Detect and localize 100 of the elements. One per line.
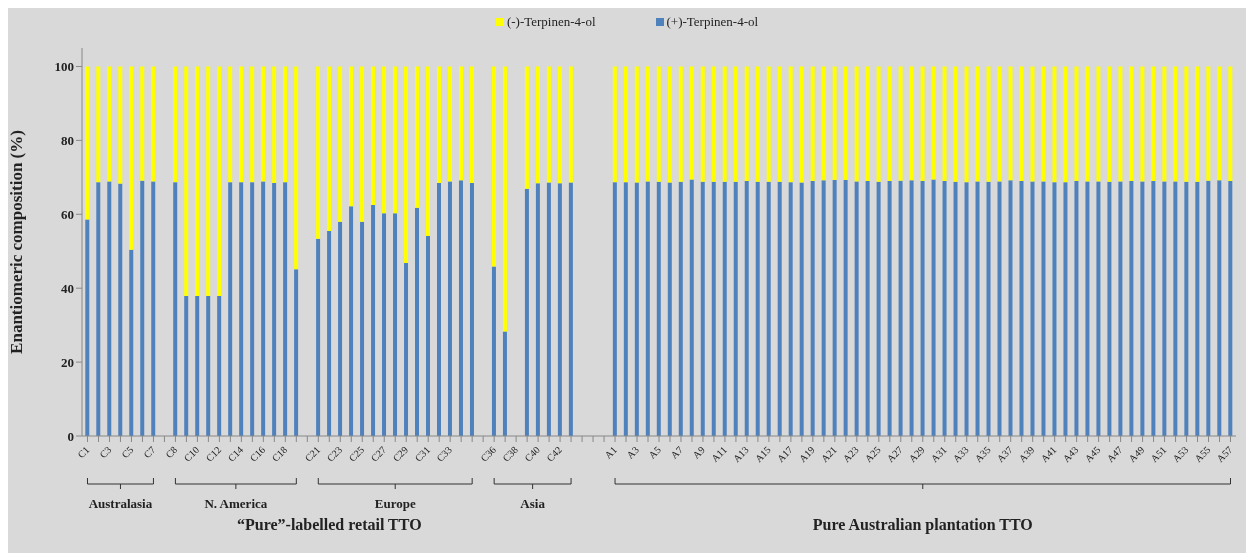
bar [1074, 66, 1079, 182]
bar [217, 295, 222, 436]
text: Asia [520, 496, 546, 511]
bar [843, 179, 848, 436]
bar [173, 66, 178, 183]
bar [382, 213, 387, 436]
x-tick-label: A31 [928, 444, 949, 465]
bar [382, 66, 387, 214]
bar [261, 66, 266, 182]
y-tick-label: 100 [54, 59, 74, 75]
bar [612, 182, 617, 436]
bar [349, 206, 354, 436]
bar [744, 66, 749, 182]
bar [546, 182, 551, 436]
bar [1030, 181, 1035, 436]
bar [777, 181, 782, 436]
bar [799, 66, 804, 183]
bar [1206, 66, 1211, 181]
bar [568, 182, 573, 436]
bar [1140, 66, 1145, 182]
x-tick-label: C25 [346, 444, 367, 464]
bar [854, 181, 859, 436]
bar [239, 182, 244, 436]
bar [404, 66, 409, 264]
bar [360, 66, 365, 222]
bar [876, 66, 881, 182]
bar [1118, 181, 1123, 436]
bar [469, 182, 474, 436]
bar [184, 66, 189, 296]
text: Australasia [88, 496, 153, 511]
bar [766, 181, 771, 436]
bar [1096, 181, 1101, 436]
bar [316, 238, 321, 436]
bar [876, 181, 881, 436]
bar [920, 66, 925, 182]
bar [250, 182, 255, 436]
x-tick-label: A1 [602, 444, 619, 461]
x-tick-label: A15 [752, 444, 773, 465]
bar [1052, 182, 1057, 436]
bar [1085, 181, 1090, 436]
bar [810, 66, 815, 182]
bar [261, 181, 266, 436]
bar [1041, 66, 1046, 182]
bar [129, 249, 134, 436]
bar [283, 182, 288, 436]
bar [458, 180, 463, 436]
bar [755, 66, 760, 182]
bar [788, 182, 793, 436]
bar [645, 181, 650, 436]
bar [788, 66, 793, 183]
bar [898, 66, 903, 181]
bar [1184, 181, 1189, 436]
bar [195, 295, 200, 436]
bar [821, 180, 826, 436]
x-tick-label: C18 [269, 444, 290, 464]
x-tick-label: C12 [203, 444, 224, 464]
bar [1206, 180, 1211, 436]
bar [1195, 66, 1200, 182]
x-tick-label: A11 [709, 444, 729, 464]
bar [557, 183, 562, 436]
bar [634, 182, 639, 436]
bar [151, 66, 156, 182]
x-tick-label: A35 [972, 444, 993, 465]
bar [1129, 66, 1134, 182]
bar [349, 66, 354, 207]
bar [327, 230, 332, 436]
bar [96, 66, 101, 183]
bar [1151, 181, 1156, 436]
bar [140, 66, 145, 181]
text: Europe [374, 496, 416, 511]
bar [371, 205, 376, 436]
x-tick-label: A57 [1214, 444, 1235, 465]
bar [667, 66, 672, 183]
x-tick-label: C31 [412, 444, 433, 464]
x-tick-label: A13 [730, 444, 751, 465]
bar [755, 181, 760, 436]
x-tick-label: C27 [368, 444, 389, 464]
x-tick-label: A21 [818, 444, 839, 465]
bar [524, 188, 529, 436]
bar [1118, 66, 1123, 182]
bar [360, 221, 365, 436]
bar [546, 66, 551, 183]
x-tick-label: A29 [906, 444, 927, 465]
bar [502, 331, 507, 436]
x-tick-label: A19 [796, 444, 817, 465]
bar [1162, 66, 1167, 182]
x-tick-label: A39 [1016, 444, 1037, 465]
bar [250, 66, 255, 183]
bar [447, 66, 452, 182]
x-tick-label: A47 [1104, 444, 1125, 465]
bar [272, 66, 277, 183]
bar [733, 66, 738, 182]
bar [85, 66, 90, 220]
bar [909, 180, 914, 436]
bar [294, 66, 299, 270]
bar [338, 221, 343, 436]
bar [700, 66, 705, 182]
bar [865, 66, 870, 182]
bar [118, 66, 123, 184]
bar [722, 66, 727, 182]
